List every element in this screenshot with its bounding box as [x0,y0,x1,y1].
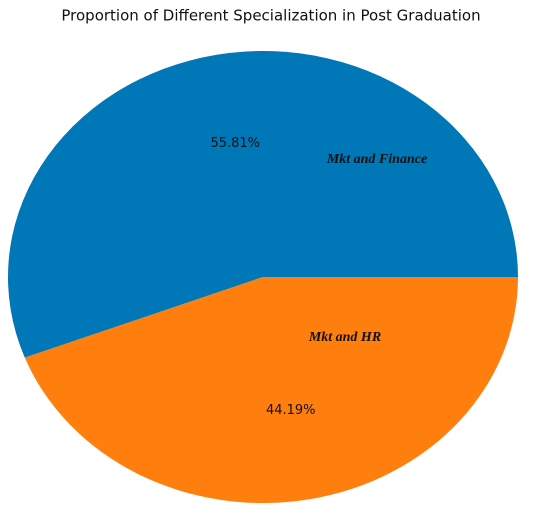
value-label: 55.81% [210,136,260,151]
pie-slice [24,277,518,504]
chart-title: Proportion of Different Specialization i… [61,7,480,25]
value-label: 44.19% [266,403,316,418]
category-label: Mkt and HR [308,330,381,345]
pie-slice [7,51,518,358]
category-label: Mkt and Finance [326,152,427,167]
